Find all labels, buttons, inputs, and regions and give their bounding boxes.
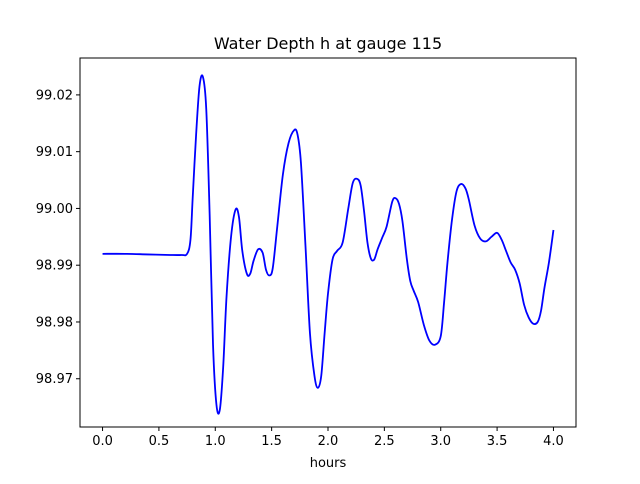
x-tick-label: 0.5 <box>149 434 170 449</box>
x-tick-label: 0.0 <box>92 434 113 449</box>
x-tick-label: 3.0 <box>430 434 451 449</box>
x-tick-label: 1.0 <box>205 434 226 449</box>
water-depth-line <box>102 74 555 415</box>
x-tick-label: 2.0 <box>318 434 339 449</box>
y-tick-label: 98.98 <box>36 315 73 330</box>
x-tick-label: 4.0 <box>543 434 564 449</box>
x-axis: 0.0 0.5 1.0 1.5 2.0 2.5 3.0 3.5 4.0 <box>92 427 564 449</box>
x-axis-label: hours <box>310 456 347 471</box>
y-tick-label: 99.00 <box>36 202 73 217</box>
x-tick-label: 2.5 <box>374 434 395 449</box>
y-axis: 98.97 98.98 98.99 99.00 99.01 99.02 <box>36 88 80 387</box>
x-tick-label: 3.5 <box>487 434 508 449</box>
y-tick-label: 99.02 <box>36 88 73 103</box>
y-tick-label: 99.01 <box>36 145 73 160</box>
chart-title: Water Depth h at gauge 115 <box>214 34 442 53</box>
y-tick-label: 98.97 <box>36 372 73 387</box>
x-tick-label: 1.5 <box>261 434 282 449</box>
y-tick-label: 98.99 <box>36 259 73 274</box>
